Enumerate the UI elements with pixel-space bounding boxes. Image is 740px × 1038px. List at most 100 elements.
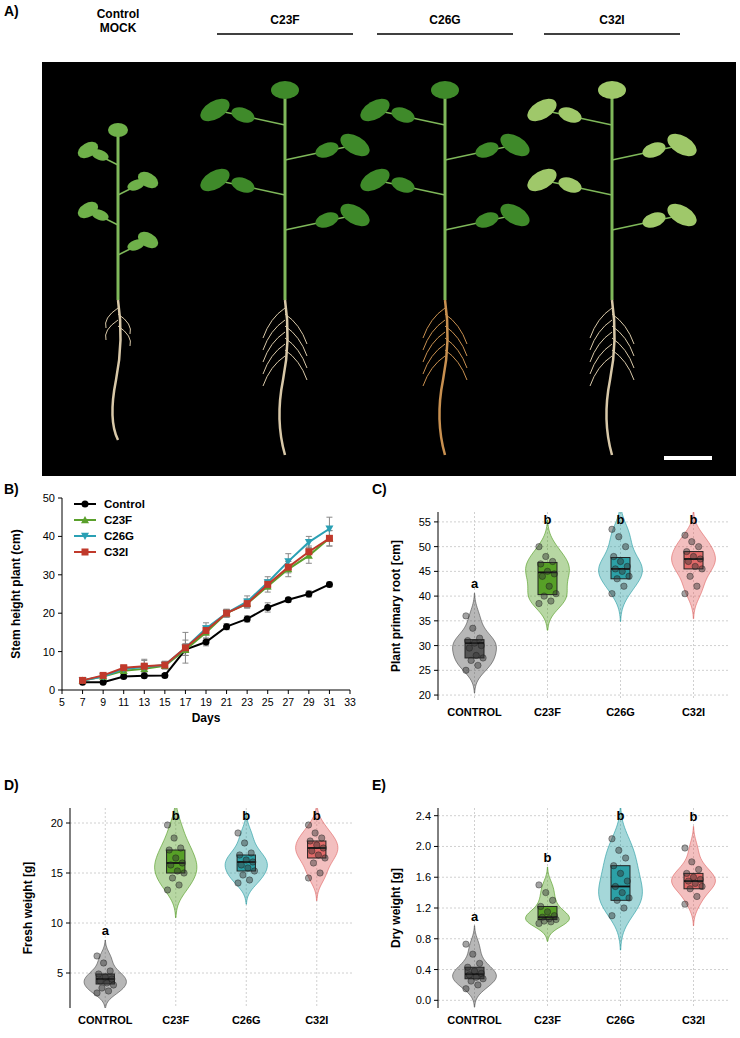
- data-point: [475, 662, 481, 668]
- error-bar: [244, 596, 250, 608]
- x-tick-label: 17: [180, 696, 192, 708]
- leaf: [357, 164, 394, 196]
- grid-line: [438, 521, 730, 522]
- y-axis: [70, 808, 71, 1008]
- x-tick-label: C32I: [682, 1014, 705, 1026]
- error-bar: [244, 599, 250, 608]
- data-point: [682, 845, 688, 851]
- data-point: [609, 912, 615, 918]
- group-line: [217, 33, 353, 35]
- data-point: [318, 835, 324, 841]
- data-point: [464, 637, 470, 643]
- data-point: [238, 862, 244, 868]
- x-tick: [82, 690, 83, 694]
- data-point: [609, 836, 615, 842]
- significance-letter: a: [471, 909, 479, 924]
- data-point: [166, 847, 172, 853]
- data-point: [614, 576, 620, 582]
- y-tick: [434, 1000, 438, 1001]
- x-tick: [206, 690, 207, 694]
- data-point: [695, 543, 701, 549]
- x-tick-label: 27: [282, 696, 294, 708]
- data-point: [264, 581, 271, 588]
- error-bar: [224, 609, 230, 617]
- y-tick-label: 20: [43, 607, 55, 619]
- grid-line: [438, 695, 730, 696]
- data-point: [612, 566, 618, 572]
- leaf: [126, 237, 146, 253]
- x-tick: [308, 690, 309, 694]
- leaf: [197, 164, 234, 196]
- data-point: [168, 862, 174, 868]
- x-tick-label: C23F: [534, 1014, 561, 1026]
- x-tick: [164, 690, 165, 694]
- y-axis: [438, 512, 439, 700]
- data-point: [544, 568, 550, 574]
- data-point: [694, 893, 700, 899]
- y-axis-title: Dry weight [g]: [389, 868, 403, 948]
- data-point: [161, 662, 168, 669]
- data-point: [94, 990, 100, 996]
- data-point: [164, 822, 170, 828]
- grid-line: [438, 815, 730, 816]
- data-point: [470, 951, 476, 957]
- data-point: [161, 662, 169, 669]
- data-point: [169, 875, 175, 881]
- data-point: [551, 571, 557, 577]
- leaf: [473, 139, 500, 160]
- data-point: [619, 568, 625, 574]
- legend-marker: [81, 516, 89, 523]
- data-point: [536, 882, 542, 888]
- leaf: [497, 129, 534, 161]
- y-tick: [58, 498, 62, 499]
- y-tick: [66, 873, 70, 874]
- y-tick: [434, 645, 438, 646]
- grid-line: [70, 923, 352, 924]
- x-tick: [267, 690, 268, 694]
- x-tick-label: 7: [80, 696, 86, 708]
- data-point: [181, 870, 187, 876]
- y-axis-title: Fresh weight [g]: [21, 862, 35, 955]
- leaf: [90, 207, 110, 223]
- data-point: [543, 553, 549, 559]
- legend-label: Control: [104, 498, 145, 510]
- group-line: [544, 33, 680, 35]
- data-point: [104, 980, 110, 986]
- data-point: [537, 903, 543, 909]
- error-bar: [306, 591, 312, 597]
- data-point: [619, 889, 625, 895]
- data-point: [79, 677, 87, 684]
- y-axis-title: Plant primary root [cm]: [389, 540, 403, 672]
- treatment-label: C23F: [270, 13, 299, 27]
- error-bar: [306, 548, 312, 563]
- leaf: [664, 199, 701, 231]
- leaf: [357, 94, 394, 126]
- lateral-root: [118, 326, 131, 346]
- y-tick: [434, 969, 438, 970]
- x-tick-label: CONTROL: [78, 1014, 133, 1026]
- leaf: [431, 81, 459, 99]
- plot-area: [453, 512, 716, 693]
- y-tick: [434, 596, 438, 597]
- leaf: [337, 199, 374, 231]
- y-tick: [66, 823, 70, 824]
- data-point: [243, 857, 249, 863]
- data-point: [468, 978, 474, 984]
- plot-area: [453, 808, 716, 1007]
- plot-area: [79, 517, 334, 686]
- data-point: [95, 971, 101, 977]
- y-tick-label: 20: [419, 689, 431, 701]
- data-point: [223, 610, 231, 617]
- data-point: [203, 639, 210, 646]
- y-tick-label: 10: [51, 917, 63, 929]
- data-point: [549, 558, 555, 564]
- data-point: [325, 534, 333, 541]
- x-tick: [185, 690, 186, 694]
- leaf: [337, 129, 374, 161]
- data-point: [699, 566, 705, 572]
- data-point: [685, 558, 691, 564]
- data-point: [610, 862, 616, 868]
- y-tick: [434, 938, 438, 939]
- x-tick-label: C26G: [606, 1014, 635, 1026]
- data-point: [241, 840, 247, 846]
